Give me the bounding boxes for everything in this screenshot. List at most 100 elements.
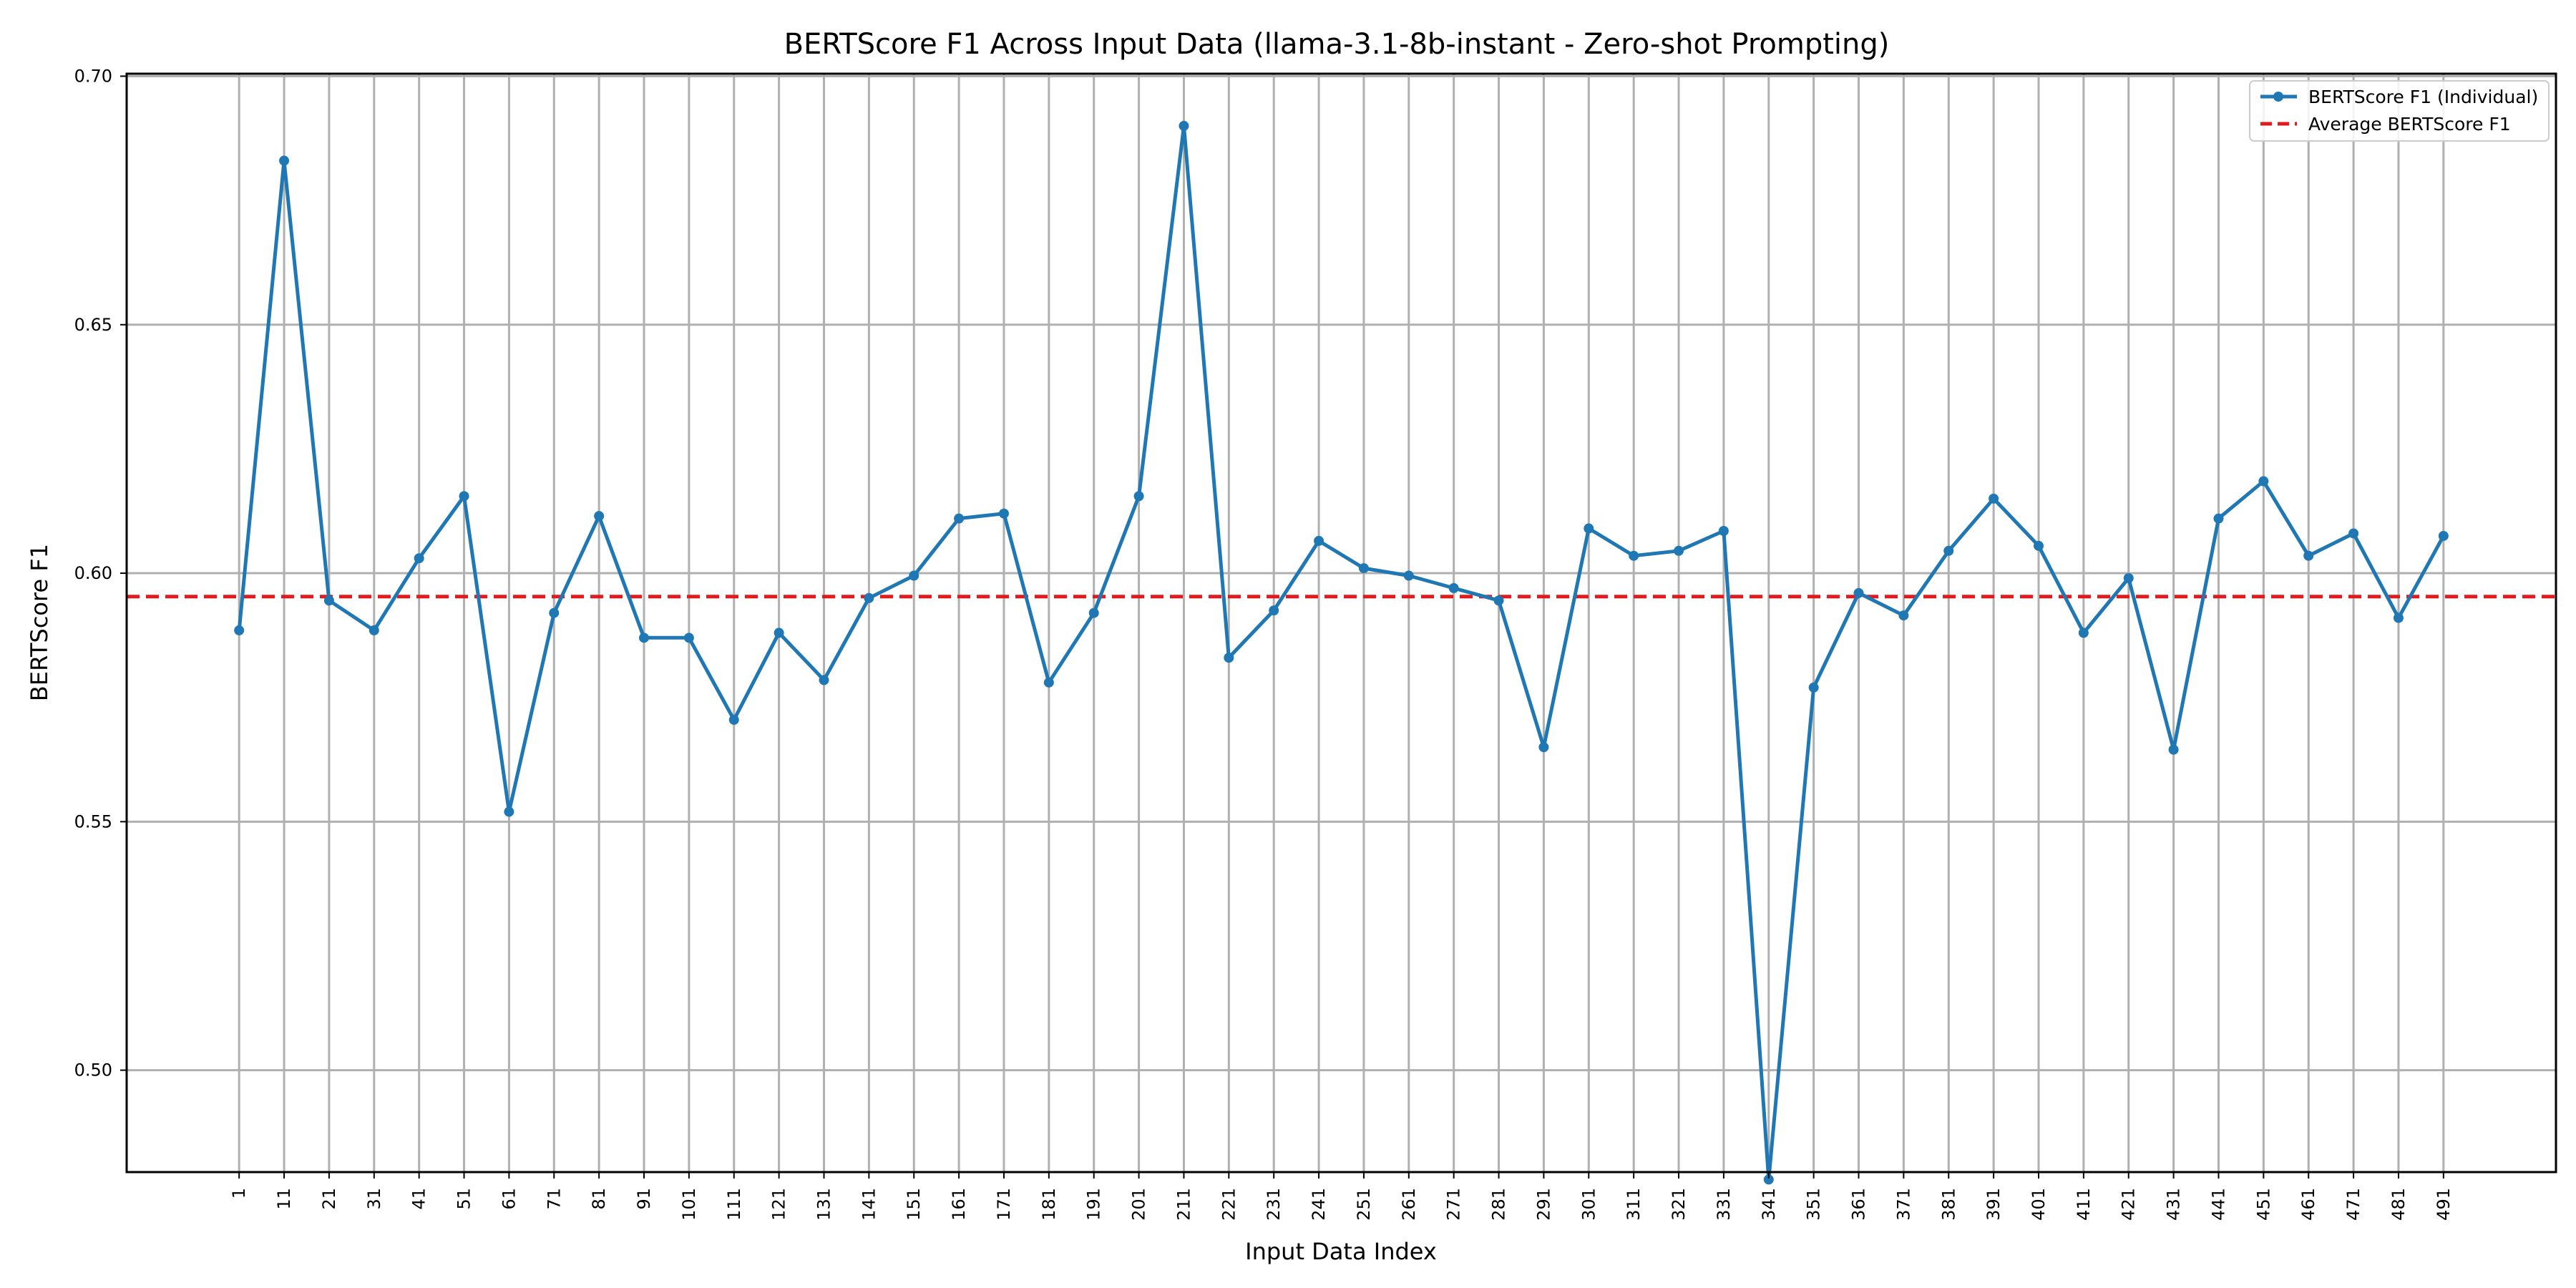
data-point (1718, 526, 1729, 537)
x-tick-label: 311 (1624, 1188, 1644, 1221)
x-tick-label: 1 (229, 1188, 249, 1199)
data-point (2303, 550, 2314, 561)
data-point (2033, 540, 2044, 551)
x-tick-label: 321 (1669, 1188, 1689, 1221)
x-tick-label: 171 (994, 1188, 1014, 1221)
data-point (1808, 682, 1819, 693)
data-point (728, 714, 739, 725)
x-tick-label: 181 (1039, 1188, 1059, 1221)
data-point (504, 806, 514, 817)
data-point (234, 625, 245, 635)
x-tick-label: 41 (409, 1188, 429, 1210)
x-tick-label: 331 (1714, 1188, 1734, 1221)
x-tick-label: 101 (679, 1188, 699, 1221)
x-tick-label: 121 (769, 1188, 789, 1221)
x-tick-label: 241 (1309, 1188, 1329, 1221)
y-tick-label: 0.60 (74, 563, 112, 583)
data-point (683, 633, 694, 643)
data-point (639, 633, 650, 643)
x-tick-label: 141 (859, 1188, 879, 1221)
x-tick-label: 211 (1174, 1188, 1194, 1221)
data-point (1403, 570, 1414, 581)
data-point (323, 595, 334, 606)
data-point (774, 628, 784, 638)
y-axis-ticks: 0.50 0.55 0.60 0.65 0.70 (74, 66, 127, 1080)
x-tick-label: 91 (634, 1188, 654, 1210)
y-tick-label: 0.70 (74, 66, 112, 86)
plot-frame (125, 72, 2557, 1174)
legend-individual-marker-icon (2273, 92, 2283, 102)
legend-average-label: Average BERTScore F1 (2308, 114, 2511, 135)
chart-title: BERTScore F1 Across Input Data (llama-3.… (784, 28, 1890, 61)
x-tick-label: 261 (1399, 1188, 1419, 1221)
x-tick-label: 71 (544, 1188, 564, 1210)
x-tick-label: 21 (319, 1188, 339, 1210)
data-point (1898, 610, 1909, 621)
x-tick-label: 391 (1984, 1188, 2004, 1221)
x-tick-label: 371 (1893, 1188, 1913, 1221)
data-point (1853, 587, 1864, 598)
x-tick-label: 481 (2389, 1188, 2409, 1221)
x-tick-label: 461 (2298, 1188, 2318, 1221)
data-point (369, 625, 379, 635)
y-tick-label: 0.50 (74, 1060, 112, 1080)
x-tick-label: 51 (454, 1188, 474, 1210)
x-tick-label: 131 (814, 1188, 834, 1221)
data-point (1584, 523, 1594, 534)
data-point (1179, 120, 1189, 131)
x-tick-label: 451 (2253, 1188, 2273, 1221)
x-tick-label: 411 (2074, 1188, 2094, 1221)
y-axis-label: BERTScore F1 (26, 544, 53, 701)
individual-line (237, 124, 2445, 1181)
data-point (1133, 491, 1144, 502)
individual-series (234, 120, 2449, 1185)
x-tick-label: 221 (1219, 1188, 1239, 1221)
x-tick-label: 61 (499, 1188, 519, 1210)
data-point (1358, 563, 1369, 574)
x-tick-label: 421 (2119, 1188, 2139, 1221)
x-tick-label: 381 (1938, 1188, 1958, 1221)
data-point (2123, 572, 2134, 583)
x-tick-label: 351 (1804, 1188, 1824, 1221)
data-point (279, 155, 290, 166)
x-tick-label: 341 (1759, 1188, 1779, 1221)
data-point (864, 592, 874, 603)
data-point (998, 508, 1009, 519)
data-point (1989, 493, 1999, 504)
data-point (2438, 530, 2449, 541)
x-tick-label: 291 (1533, 1188, 1553, 1221)
data-point (1943, 545, 1954, 556)
data-point (549, 608, 560, 618)
data-point (2168, 744, 2179, 755)
data-point (1493, 595, 1504, 606)
legend: BERTScore F1 (Individual) Average BERTSc… (2249, 80, 2550, 142)
x-tick-label: 81 (589, 1188, 609, 1210)
legend-individual-label: BERTScore F1 (Individual) (2308, 87, 2538, 107)
data-point (1269, 605, 1279, 616)
x-tick-label: 11 (274, 1188, 294, 1210)
grid-lines (127, 74, 2556, 1172)
x-tick-label: 251 (1354, 1188, 1374, 1221)
data-point (1763, 1174, 1774, 1185)
x-tick-label: 361 (1849, 1188, 1869, 1221)
x-tick-label: 431 (2164, 1188, 2184, 1221)
data-point (909, 570, 919, 581)
data-point (954, 513, 965, 524)
x-tick-label: 191 (1084, 1188, 1104, 1221)
x-axis-label: Input Data Index (1245, 1238, 1437, 1265)
x-tick-label: 271 (1444, 1188, 1464, 1221)
x-tick-label: 281 (1489, 1188, 1509, 1221)
x-tick-label: 201 (1129, 1188, 1149, 1221)
data-point (1088, 608, 1099, 618)
y-tick-label: 0.65 (74, 315, 112, 335)
data-point (1674, 545, 1684, 556)
data-point (1043, 677, 1054, 688)
data-point (1224, 653, 1234, 663)
data-point (819, 675, 829, 686)
x-tick-label: 31 (364, 1188, 384, 1210)
x-tick-label: 491 (2434, 1188, 2454, 1221)
x-tick-label: 301 (1579, 1188, 1599, 1221)
legend-box (2249, 80, 2550, 142)
x-tick-label: 441 (2208, 1188, 2228, 1221)
